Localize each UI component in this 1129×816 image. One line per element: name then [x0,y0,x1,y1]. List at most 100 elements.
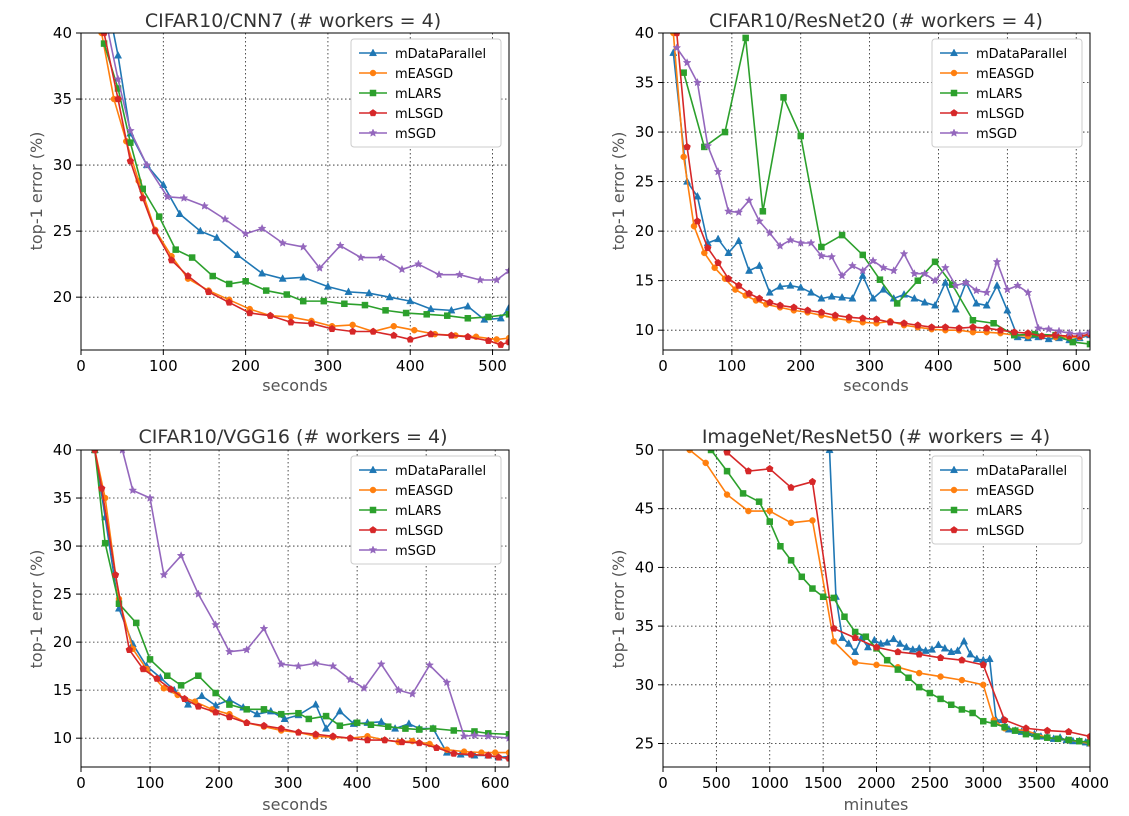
data-point [744,195,754,205]
data-point [992,257,1002,266]
data-point [755,216,764,225]
data-point [787,557,795,564]
data-point [759,208,767,215]
data-point [139,194,147,202]
legend-marker [369,69,377,77]
legend-marker [950,486,958,494]
data-point [411,326,418,334]
data-point [714,234,723,243]
data-point [951,280,961,290]
data-point [139,665,147,673]
data-point [353,719,361,727]
data-point [505,338,509,346]
data-point [739,490,747,497]
data-point [1075,329,1085,338]
data-point [1054,735,1062,743]
data-point [470,730,479,740]
data-point [755,261,764,269]
data-point [183,700,193,708]
data-point [707,450,715,454]
plot-frame [80,449,510,768]
y-tick-label: 25 [53,222,72,240]
data-point [177,682,185,689]
data-point [287,318,295,326]
data-point [305,715,313,723]
data-point [827,252,837,261]
data-point [693,191,702,200]
data-point [958,676,966,684]
legend-item-msgd: mSGD [940,127,1017,142]
data-point [673,33,681,37]
data-point [940,643,949,652]
y-tick-label: 35 [635,74,654,92]
data-point [209,272,216,280]
data-point [693,217,702,225]
data-point [414,259,423,268]
data-point [278,274,287,282]
data-point [930,276,940,285]
data-point [184,272,192,280]
data-point [505,731,509,738]
data-point [164,672,171,679]
data-point [672,43,682,52]
data-point [349,321,356,329]
x-tick-label: 500 [478,357,507,375]
data-point [119,450,126,454]
plot-area [686,450,1090,747]
y-tick-label: 30 [635,676,654,694]
data-point [807,288,816,296]
legend-label: mLSGD [395,107,443,122]
x-tick-label: 400 [396,357,425,375]
grid: 0 100 200 300 400 500 20 25 30 35 40 [53,24,509,375]
data-point [188,254,196,261]
data-point [1010,328,1018,336]
data-point [993,281,1002,289]
y-tick-label: 35 [53,489,72,507]
data-point [484,336,493,344]
data-point [505,311,509,318]
data-point [111,570,120,579]
series-msgd [119,450,509,742]
y-axis-label: top-1 error (%) [27,132,46,251]
chart-cifar10-resnet20: CIFAR10/ResNet20 (# workers = 4) seconds… [609,10,1091,395]
data-point [915,650,923,658]
x-axis-label: minutes [844,795,909,814]
data-point [893,300,901,307]
data-point [859,251,866,259]
data-point [225,713,234,721]
data-point [225,298,233,306]
data-point [132,619,140,627]
data-point [848,293,857,302]
legend-marker [369,526,377,534]
data-point [283,291,291,298]
data-point [356,252,366,262]
data-point [415,739,423,747]
x-tick-label: 300 [314,357,343,375]
data-point [830,594,838,602]
data-point [493,336,500,343]
data-point [711,264,718,272]
data-point [101,539,109,547]
data-point [982,324,991,332]
data-point [311,730,320,738]
x-tick-label: 500 [702,774,731,792]
x-tick-label: 3500 [1018,774,1056,792]
y-tick-label: 35 [635,617,654,635]
legend-marker [949,465,959,474]
data-point [126,157,135,165]
data-point [475,275,485,284]
data-point [406,335,414,343]
x-axis-label: seconds [843,376,908,395]
data-point [197,691,206,699]
series-msgd [672,43,1090,338]
data-point [838,231,846,239]
legend-label: mEASGD [976,67,1034,82]
data-point [494,753,503,761]
data-point [260,721,268,729]
data-point [390,331,398,339]
data-point [102,16,110,23]
legend-item-mlars: mLARS [940,87,1022,102]
data-point [311,700,320,708]
legend-marker [368,128,378,137]
data-point [742,34,749,42]
